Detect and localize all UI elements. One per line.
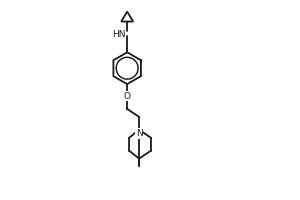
Text: HN: HN — [112, 30, 125, 39]
Text: O: O — [124, 92, 131, 101]
Text: N: N — [136, 129, 142, 138]
